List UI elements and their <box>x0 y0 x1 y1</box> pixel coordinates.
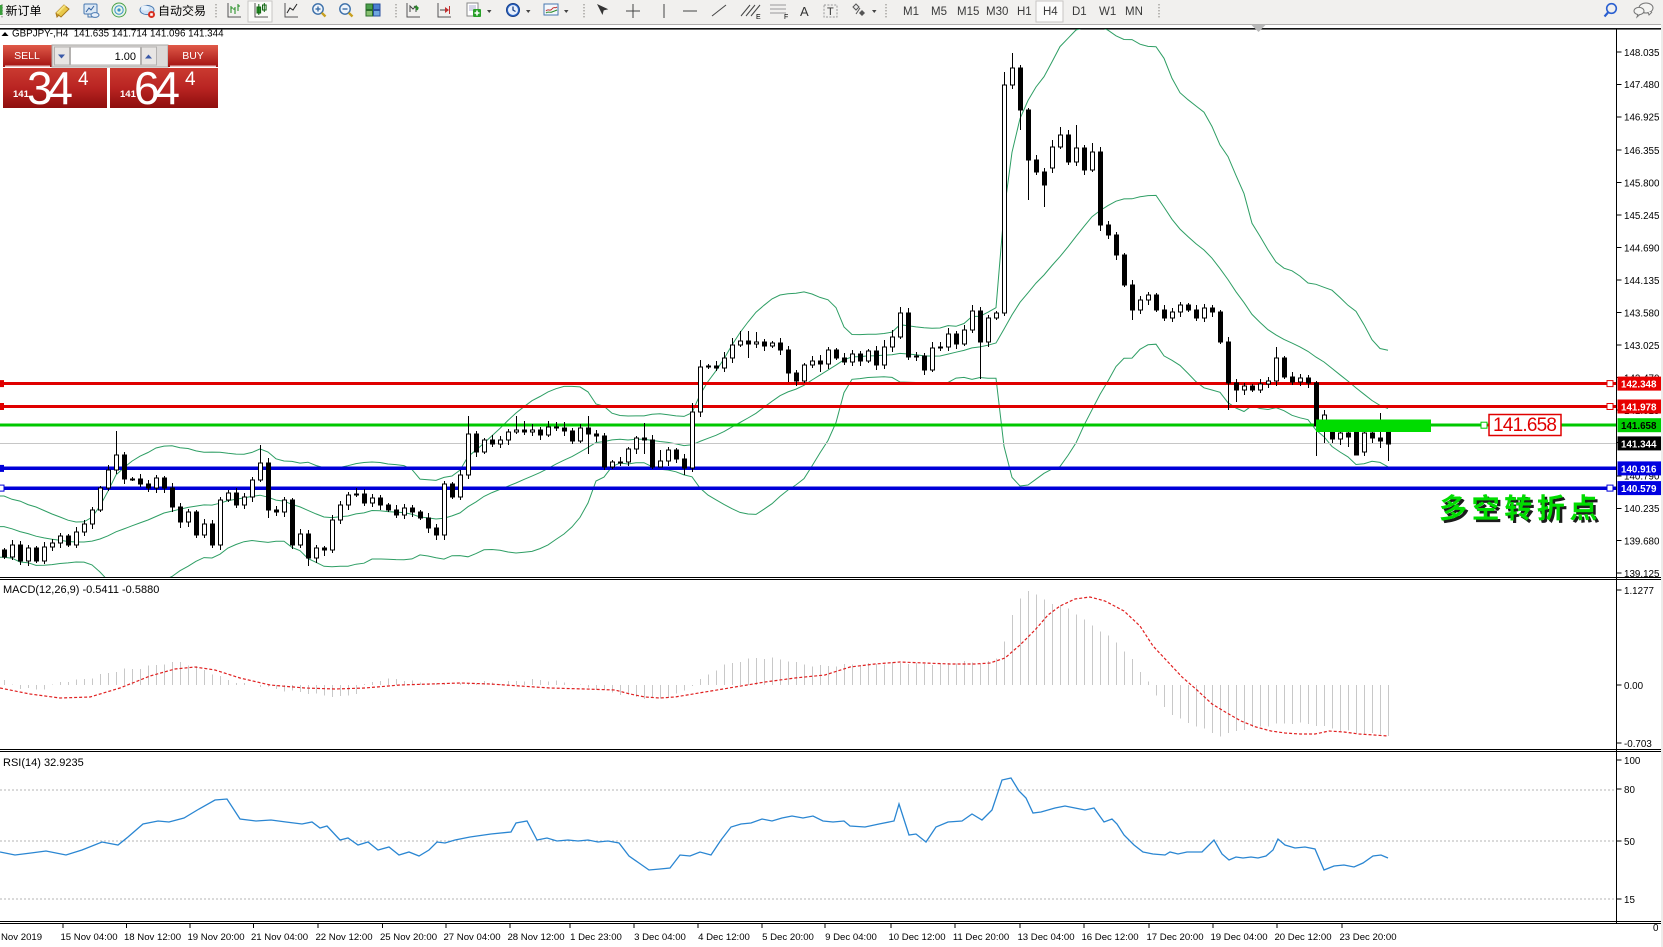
svg-text:142.348: 142.348 <box>1621 380 1657 391</box>
svg-text:0.00: 0.00 <box>1624 681 1644 692</box>
svg-text:141.658: 141.658 <box>1493 415 1557 436</box>
svg-text:3 Nov 2019: 3 Nov 2019 <box>0 932 42 943</box>
svg-text:E: E <box>756 14 761 21</box>
svg-text:M1: M1 <box>903 6 919 18</box>
svg-text:141.344: 141.344 <box>1621 439 1657 450</box>
svg-text:11 Dec 20:00: 11 Dec 20:00 <box>953 932 1009 943</box>
svg-text:9 Dec 04:00: 9 Dec 04:00 <box>825 932 877 943</box>
svg-text:147.480: 147.480 <box>1624 80 1660 91</box>
svg-text:141.658: 141.658 <box>1621 421 1657 432</box>
svg-text:4 Dec 12:00: 4 Dec 12:00 <box>698 932 750 943</box>
svg-text:80: 80 <box>1624 785 1635 796</box>
svg-text:4: 4 <box>78 69 89 90</box>
svg-text:144.690: 144.690 <box>1624 243 1660 254</box>
svg-text:15: 15 <box>1624 895 1635 906</box>
svg-text:141: 141 <box>120 89 137 100</box>
svg-text:146.925: 146.925 <box>1624 113 1660 124</box>
svg-text:141: 141 <box>13 89 30 100</box>
svg-text:140.235: 140.235 <box>1624 504 1660 515</box>
svg-text:16 Dec 12:00: 16 Dec 12:00 <box>1081 932 1138 943</box>
svg-text:10 Dec 12:00: 10 Dec 12:00 <box>888 932 945 943</box>
svg-text:17 Dec 20:00: 17 Dec 20:00 <box>1146 932 1203 943</box>
svg-text:144.135: 144.135 <box>1624 276 1660 287</box>
svg-text:143.580: 143.580 <box>1624 308 1660 319</box>
svg-text:100: 100 <box>1624 756 1641 767</box>
svg-text:22 Nov 12:00: 22 Nov 12:00 <box>315 932 372 943</box>
svg-text:146.355: 146.355 <box>1624 146 1660 157</box>
svg-text:140.579: 140.579 <box>1621 484 1657 495</box>
svg-text:F: F <box>784 14 788 21</box>
svg-text:141.978: 141.978 <box>1621 403 1657 414</box>
svg-text:148.035: 148.035 <box>1624 48 1660 59</box>
svg-text:MN: MN <box>1125 6 1143 18</box>
svg-text:W1: W1 <box>1099 6 1116 18</box>
svg-text:5 Dec 20:00: 5 Dec 20:00 <box>762 932 814 943</box>
svg-text:A: A <box>800 4 809 19</box>
svg-text:SELL: SELL <box>14 50 40 62</box>
svg-text:1.1277: 1.1277 <box>1624 586 1654 597</box>
svg-text:15 Nov 04:00: 15 Nov 04:00 <box>60 932 117 943</box>
svg-text:3 Dec 04:00: 3 Dec 04:00 <box>634 932 686 943</box>
svg-text:139.125: 139.125 <box>1624 569 1660 580</box>
svg-text:20 Dec 12:00: 20 Dec 12:00 <box>1274 932 1331 943</box>
svg-text:145.800: 145.800 <box>1624 179 1660 190</box>
svg-text:M30: M30 <box>986 6 1008 18</box>
svg-text:RSI(14) 32.9235: RSI(14) 32.9235 <box>3 757 84 769</box>
svg-text:T: T <box>827 6 834 18</box>
svg-text:D1: D1 <box>1072 6 1087 18</box>
svg-text:140.916: 140.916 <box>1621 464 1657 475</box>
svg-text:1.00: 1.00 <box>115 51 136 63</box>
svg-text:50: 50 <box>1624 837 1635 848</box>
svg-text:145.245: 145.245 <box>1624 211 1660 222</box>
svg-text:140.790: 140.790 <box>1624 472 1660 483</box>
svg-text:21 Nov 04:00: 21 Nov 04:00 <box>251 932 308 943</box>
svg-text:H1: H1 <box>1017 6 1032 18</box>
svg-text:64: 64 <box>134 62 180 114</box>
svg-text:27 Nov 04:00: 27 Nov 04:00 <box>443 932 500 943</box>
svg-text:MACD(12,26,9) -0.5411 -0.5880: MACD(12,26,9) -0.5411 -0.5880 <box>3 584 159 596</box>
svg-text:19 Nov 20:00: 19 Nov 20:00 <box>187 932 244 943</box>
svg-text:M15: M15 <box>957 6 979 18</box>
svg-text:M5: M5 <box>931 6 947 18</box>
svg-text:H4: H4 <box>1043 6 1058 18</box>
svg-text:23 Dec 20:00: 23 Dec 20:00 <box>1339 932 1396 943</box>
svg-text:4: 4 <box>185 69 196 90</box>
svg-text:139.680: 139.680 <box>1624 537 1660 548</box>
svg-text:BUY: BUY <box>182 50 204 62</box>
svg-text:0: 0 <box>1653 923 1659 934</box>
svg-text:143.025: 143.025 <box>1624 341 1660 352</box>
svg-text:1 Dec 23:00: 1 Dec 23:00 <box>570 932 622 943</box>
svg-text:GBPJPY-,H4 141.635 141.714 14: GBPJPY-,H4 141.635 141.714 141.096 141.3… <box>12 28 224 39</box>
svg-text:34: 34 <box>27 62 73 114</box>
svg-text:-0.703: -0.703 <box>1624 739 1652 750</box>
svg-text:13 Dec 04:00: 13 Dec 04:00 <box>1017 932 1074 943</box>
svg-text:25 Nov 20:00: 25 Nov 20:00 <box>380 932 437 943</box>
svg-text:18 Nov 12:00: 18 Nov 12:00 <box>124 932 181 943</box>
svg-text:19 Dec 04:00: 19 Dec 04:00 <box>1210 932 1267 943</box>
svg-text:28 Nov 12:00: 28 Nov 12:00 <box>507 932 564 943</box>
